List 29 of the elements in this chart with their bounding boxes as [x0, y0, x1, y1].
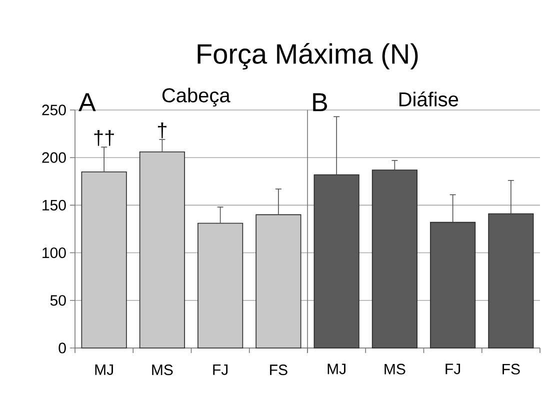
- y-tick-label: 150: [42, 200, 66, 210]
- bar: [372, 170, 418, 348]
- chart-subtitle: Diáfise: [399, 92, 458, 106]
- y-tick-label: 250: [42, 104, 66, 116]
- y-tick-label: 100: [42, 247, 66, 258]
- x-tick-label: FJ: [446, 364, 460, 374]
- x-tick-label: FJ: [213, 364, 228, 375]
- bar: [314, 174, 360, 348]
- x-tick-label: MS: [152, 364, 173, 376]
- x-tick-label: MJ: [328, 364, 346, 374]
- bar: [488, 213, 534, 348]
- bar: [198, 222, 244, 348]
- y-tick-label: 50: [50, 295, 66, 306]
- bar: [256, 214, 302, 348]
- bar: [430, 222, 476, 348]
- x-tick-label: MS: [384, 364, 406, 374]
- y-tick-label: 200: [42, 152, 66, 163]
- x-tick-label: FS: [270, 364, 288, 376]
- chart-title: Força Máxima (N): [198, 42, 418, 70]
- chart-subtitle: Cabeça: [162, 88, 230, 106]
- y-tick-label: 0: [58, 342, 66, 354]
- bar: [81, 171, 127, 348]
- x-tick-label: MJ: [95, 364, 113, 375]
- annotation: †: [158, 122, 166, 138]
- x-tick-label: FS: [502, 364, 520, 374]
- annotation: ††: [94, 130, 114, 146]
- bar: [139, 151, 185, 348]
- annotation: B: [313, 93, 327, 112]
- annotation: A: [78, 93, 96, 112]
